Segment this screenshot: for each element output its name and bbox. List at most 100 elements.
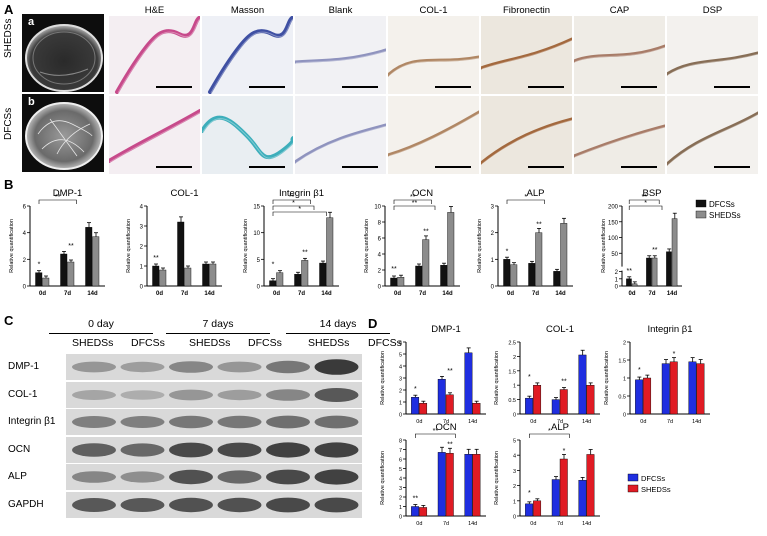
chart-title: COL-1	[546, 324, 574, 335]
wb-protein-label-gapdh: GAPDH	[8, 498, 44, 510]
y-tick-label: 4	[378, 253, 382, 259]
y-tick-label: 200	[608, 205, 619, 211]
chart-ocn: OCN Relative quantification 0 1 2 3 4 5 6 7 8 0d 7d 1…	[380, 422, 486, 527]
x-tick-label: 14d	[87, 291, 98, 297]
significance-star: *	[506, 248, 509, 255]
significance-annotations: ***	[528, 428, 570, 497]
bar-dfcss-0d	[390, 277, 398, 287]
significance-star: **	[413, 496, 419, 503]
scale-bar	[435, 166, 471, 168]
wb-strip-col-1	[66, 381, 362, 408]
bar-shedss-14d	[472, 402, 481, 415]
wb-band	[120, 416, 165, 428]
y-tick-label: 2	[513, 355, 516, 361]
y-axis-label: Relative quantification	[364, 219, 370, 273]
y-tick-label: 0	[513, 413, 516, 419]
bar-shedss-0d	[533, 500, 542, 517]
petri-dish-dfcss	[22, 94, 104, 172]
legend-label-shedss: SHEDSs	[709, 211, 741, 220]
y-tick-label: 2	[623, 341, 626, 347]
significance-star: **	[302, 249, 308, 256]
bar-shedss-7d	[559, 389, 568, 415]
bar-dfcss-7d	[646, 257, 652, 287]
x-tick-label: 14d	[555, 291, 566, 297]
x-tick-label: 0d	[628, 291, 635, 297]
y-axis-label: Relative quantification	[604, 351, 610, 405]
wb-band	[120, 471, 165, 483]
y-axis-label: Relative quantification	[380, 351, 386, 405]
histology-tile-dsp-dfcss	[667, 96, 758, 174]
y-axis-label: Relative quantification	[9, 219, 15, 273]
bar-dfcss-7d	[60, 253, 68, 287]
wb-protein-label-dmp-1: DMP-1	[8, 361, 40, 372]
scale-bar	[249, 86, 285, 88]
wb-band	[120, 389, 165, 400]
scale-bar	[528, 166, 564, 168]
significance-annotations: ** ** **	[413, 428, 456, 503]
x-tick-label: 7d	[443, 419, 449, 425]
wb-day-underline	[286, 333, 390, 334]
wb-band	[217, 389, 262, 400]
bar-shedss-0d	[276, 272, 284, 287]
y-tick-label: 1	[399, 505, 402, 511]
chart-title: ALP	[527, 188, 545, 199]
bar-shedss-14d	[447, 212, 455, 287]
y-axis-label: Relative quantification	[494, 351, 500, 405]
wb-day-0-day: 0 day	[88, 318, 114, 330]
wb-band	[314, 441, 359, 458]
bar-shedss-0d	[419, 402, 428, 415]
y-tick-label: 4	[513, 454, 516, 460]
chart-title: OCN	[435, 422, 456, 433]
chart-title: OCN	[412, 188, 433, 199]
stain-label-blank: Blank	[328, 5, 353, 16]
histology-tile-h-e-shedss	[109, 16, 200, 94]
x-tick-label: 0d	[640, 419, 646, 425]
x-tick-label: 7d	[648, 291, 655, 297]
histology-tile-masson-shedss	[202, 16, 293, 94]
x-tick-label: 7d	[557, 521, 563, 527]
wb-band	[266, 469, 310, 485]
bar-shedss-0d	[631, 283, 638, 287]
significance-annotations: **	[153, 255, 159, 262]
y-tick-label: 2	[399, 389, 402, 395]
bar-dfcss-7d	[661, 363, 670, 415]
petri-dish-shedss	[22, 14, 104, 92]
wb-band	[314, 387, 359, 402]
bar-shedss-0d	[510, 264, 518, 287]
bar-shedss-7d	[535, 232, 543, 287]
y-tick-label: 50	[611, 252, 618, 258]
y-tick-label: 15	[253, 205, 260, 211]
x-tick-label: 0d	[416, 419, 422, 425]
x-tick-label: 14d	[468, 419, 477, 425]
y-tick-label: 8	[399, 439, 402, 445]
x-tick-label: 14d	[321, 291, 332, 297]
wb-strip-integrin-1	[66, 409, 362, 435]
legend-swatch-shedss	[627, 484, 639, 493]
significance-star: **	[423, 229, 429, 236]
wb-column-shedss-4: SHEDSs	[308, 337, 350, 349]
bar-shedss-14d	[92, 236, 100, 287]
y-tick-label: 4	[140, 205, 144, 211]
wb-band	[217, 415, 262, 429]
wb-band	[217, 470, 262, 484]
y-tick-label: 2	[513, 484, 516, 490]
y-tick-label: 1.5	[508, 369, 516, 375]
scale-bar	[156, 86, 192, 88]
bar-shedss-14d	[560, 223, 568, 287]
scale-bar	[342, 86, 378, 88]
significance-bracket	[628, 199, 660, 204]
bar-dfcss-0d	[152, 265, 160, 287]
x-tick-label: 14d	[582, 521, 591, 527]
significance-annotations: ***	[528, 374, 567, 385]
y-tick-label: 2	[491, 231, 495, 237]
wb-strip-alp	[66, 464, 362, 490]
bar-shedss-14d	[586, 384, 595, 415]
y-tick-label: 3	[491, 205, 495, 211]
bar-dfcss-0d	[503, 259, 511, 287]
x-tick-label: 7d	[181, 291, 188, 297]
histology-tile-cap-shedss	[574, 16, 665, 94]
y-axis-label: Relative quantification	[494, 451, 500, 505]
significance-star: **	[412, 200, 418, 207]
scale-bar	[249, 166, 285, 168]
y-tick-label: 1	[615, 277, 619, 283]
